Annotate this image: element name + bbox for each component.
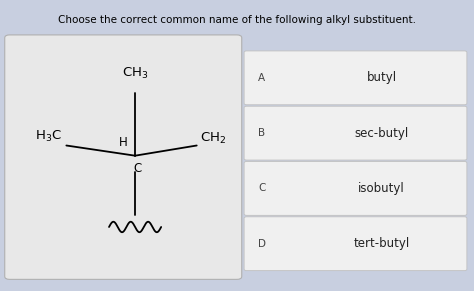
FancyBboxPatch shape	[244, 106, 467, 160]
Text: tert-butyl: tert-butyl	[354, 237, 410, 250]
Text: isobutyl: isobutyl	[358, 182, 405, 195]
FancyBboxPatch shape	[5, 35, 242, 279]
FancyBboxPatch shape	[244, 51, 467, 105]
Text: C: C	[133, 162, 142, 175]
Text: C: C	[258, 183, 266, 194]
Text: A: A	[258, 73, 265, 83]
Text: $\mathregular{H_3C}$: $\mathregular{H_3C}$	[35, 129, 62, 144]
Text: $\mathregular{CH_3}$: $\mathregular{CH_3}$	[122, 66, 148, 81]
Text: D: D	[258, 239, 266, 249]
FancyBboxPatch shape	[244, 217, 467, 271]
Text: sec-butyl: sec-butyl	[355, 127, 409, 140]
Text: Choose the correct common name of the following alkyl substituent.: Choose the correct common name of the fo…	[58, 15, 416, 24]
Text: H: H	[119, 136, 128, 149]
Text: $\mathregular{CH_2}$: $\mathregular{CH_2}$	[200, 131, 226, 146]
Text: B: B	[258, 128, 265, 138]
Text: butyl: butyl	[366, 71, 397, 84]
FancyBboxPatch shape	[244, 162, 467, 215]
